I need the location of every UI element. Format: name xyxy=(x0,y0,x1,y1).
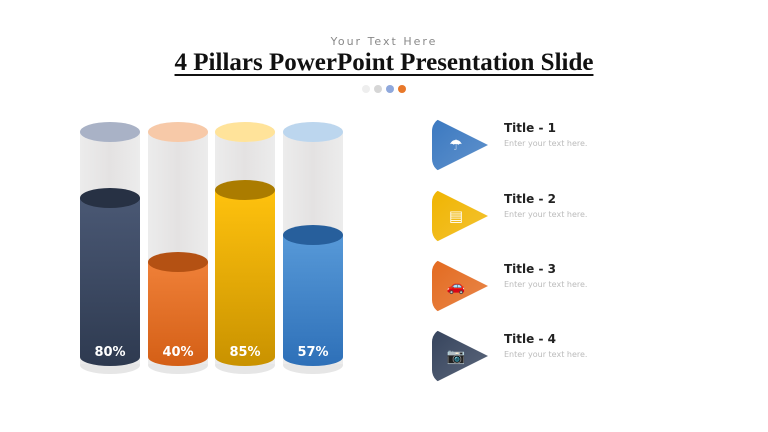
decor-dots xyxy=(362,85,406,93)
item-title: Title - 1 xyxy=(504,121,556,135)
list-item: 🚗 Title - 3 Enter your text here. xyxy=(432,258,632,316)
car-icon: 🚗 xyxy=(446,277,466,295)
pillar-value: 57% xyxy=(297,345,329,360)
pillar-fill xyxy=(80,188,140,366)
pillar-cap xyxy=(148,122,208,142)
pillar-cap xyxy=(215,122,275,142)
document-icon: ▤ xyxy=(448,207,464,225)
pillar-fill xyxy=(283,224,343,366)
item-desc: Enter your text here. xyxy=(504,350,588,359)
umbrella-icon: ☂ xyxy=(449,136,463,154)
item-desc: Enter your text here. xyxy=(504,280,588,289)
pillar-fill xyxy=(148,252,208,366)
list-item: ☂ Title - 1 Enter your text here. xyxy=(432,117,632,175)
item-title: Title - 3 xyxy=(504,262,556,276)
dot xyxy=(398,85,406,93)
item-desc: Enter your text here. xyxy=(504,210,588,219)
pillar: 57% xyxy=(283,122,343,374)
list-item: ▤ Title - 2 Enter your text here. xyxy=(432,188,632,246)
item-title: Title - 4 xyxy=(504,332,556,346)
list-item: 📷 Title - 4 Enter your text here. xyxy=(432,328,632,386)
pillar: 80% xyxy=(80,122,140,374)
pillar-fill xyxy=(215,180,275,366)
pillar-cap xyxy=(283,122,343,142)
pillar-value: 80% xyxy=(94,345,126,360)
subtitle: Your Text Here xyxy=(330,35,438,48)
camera-icon: 📷 xyxy=(446,347,466,365)
pillar: 40% xyxy=(148,122,208,374)
dot xyxy=(374,85,382,93)
item-desc: Enter your text here. xyxy=(504,139,588,148)
dot xyxy=(386,85,394,93)
dot xyxy=(362,85,370,93)
pillar-value: 40% xyxy=(162,345,194,360)
item-title: Title - 2 xyxy=(504,192,556,206)
slide-title: 4 Pillars PowerPoint Presentation Slide xyxy=(174,49,594,76)
pillar: 85% xyxy=(215,122,275,374)
pillar-cap xyxy=(80,122,140,142)
pillar-value: 85% xyxy=(229,345,261,360)
